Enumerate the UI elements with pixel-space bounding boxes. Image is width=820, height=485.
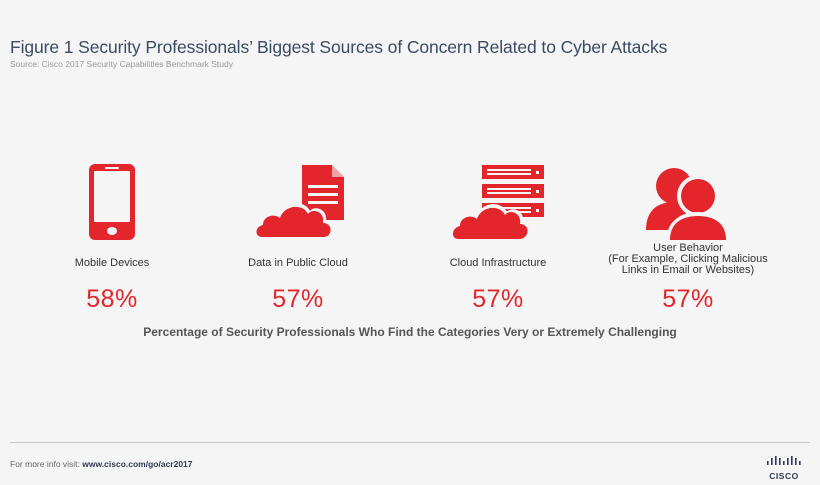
page-title: Figure 1 Security Professionals’ Biggest… <box>10 37 668 57</box>
users-icon <box>598 155 778 240</box>
category-value: 57% <box>662 285 714 313</box>
smartphone-icon <box>22 155 202 240</box>
category-mobile-devices: Mobile Devices 58% <box>22 155 202 313</box>
category-label: Cloud Infrastructure <box>449 257 547 269</box>
category-label: Mobile Devices <box>74 257 150 269</box>
category-label: User Behavior (For Example, Clicking Mal… <box>608 242 768 276</box>
category-value: 57% <box>472 285 524 313</box>
cisco-logo: CISCO <box>766 453 802 481</box>
category-value: 57% <box>272 285 324 313</box>
footer-link[interactable]: www.cisco.com/go/acr2017 <box>82 459 193 469</box>
cisco-bars-icon <box>767 456 801 465</box>
category-user-behavior: User Behavior (For Example, Clicking Mal… <box>598 155 778 313</box>
cloud-server-icon <box>408 155 588 240</box>
category-label: Data in Public Cloud <box>248 257 348 269</box>
footer-divider <box>10 442 810 443</box>
category-cloud-infrastructure: Cloud Infrastructure 57% <box>408 155 588 313</box>
source-note: Source: Cisco 2017 Security Capabilities… <box>10 59 233 69</box>
chart-caption: Percentage of Security Professionals Who… <box>143 325 677 339</box>
category-data-in-public-cloud: Data in Public Cloud 57% <box>208 155 388 313</box>
category-value: 58% <box>86 285 138 313</box>
footer-note: For more info visit: www.cisco.com/go/ac… <box>10 459 193 469</box>
cloud-document-icon <box>208 155 388 240</box>
